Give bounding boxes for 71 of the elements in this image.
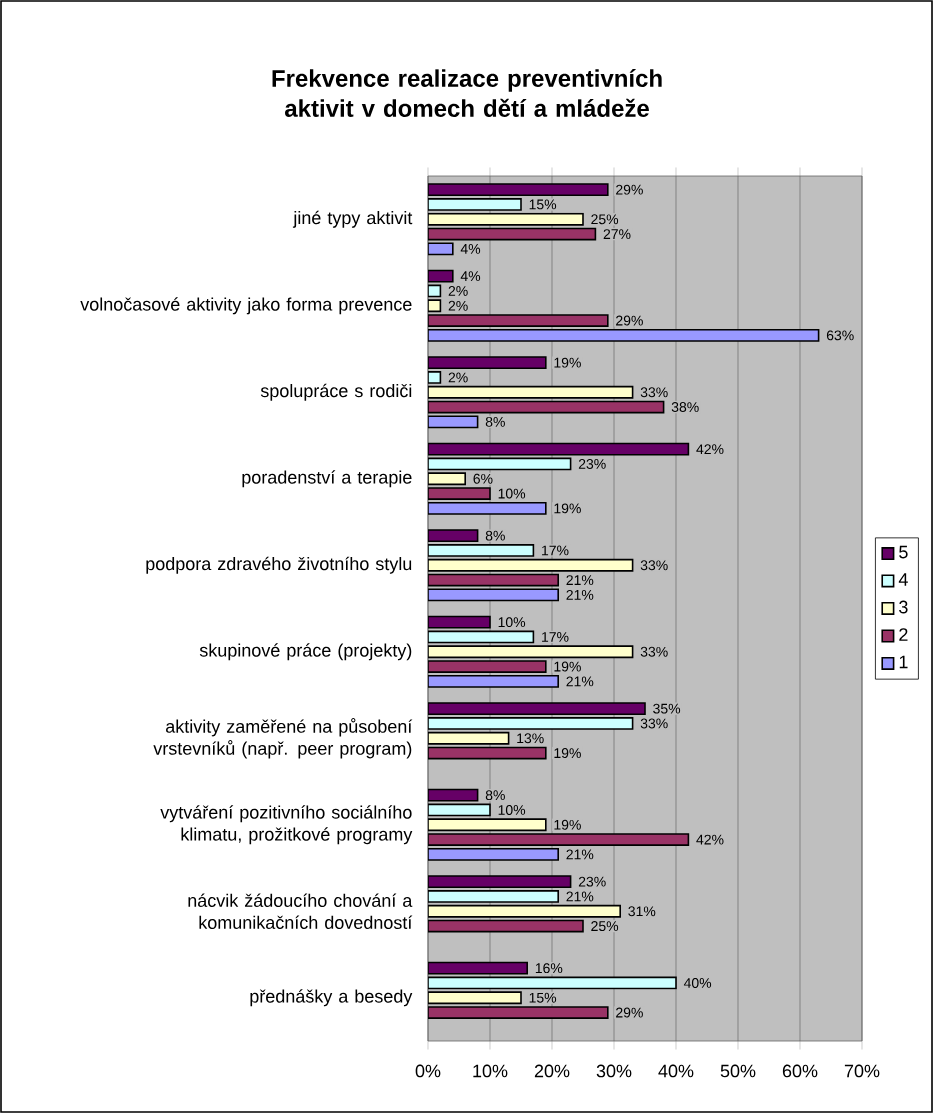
x-tick-label: 0% <box>415 1064 441 1078</box>
data-label: 21% <box>566 676 594 687</box>
legend-label: 3 <box>899 600 908 614</box>
data-label: 38% <box>671 402 699 412</box>
data-label: 4% <box>460 243 481 254</box>
data-label: 19% <box>554 661 581 672</box>
data-label: 17% <box>542 632 569 642</box>
x-tick-label: 10% <box>473 1064 508 1078</box>
data-label: 35% <box>653 703 681 714</box>
data-label: 33% <box>640 560 668 571</box>
data-label: 29% <box>616 1007 643 1018</box>
x-tick-label: 40% <box>658 1064 694 1078</box>
data-label: 21% <box>566 575 594 585</box>
data-label: 19% <box>554 503 581 514</box>
data-label: 21% <box>566 891 594 902</box>
data-label: 10% <box>498 488 526 499</box>
y-tick-label: nácvik žádoucího chování a komunikačních dovedností <box>188 893 413 929</box>
x-tick-label: 70% <box>844 1064 880 1078</box>
data-label: 23% <box>578 876 606 887</box>
x-tick-label: 20% <box>534 1064 570 1078</box>
data-label: 10% <box>498 617 526 628</box>
legend-label: 5 <box>899 545 908 559</box>
data-label: 33% <box>640 646 668 657</box>
data-label: 2% <box>448 372 468 383</box>
legend-label: 1 <box>899 655 908 669</box>
data-label: 25% <box>591 214 619 225</box>
data-label: 42% <box>696 444 724 455</box>
data-label: 16% <box>535 963 563 974</box>
x-tick-label: 60% <box>782 1064 818 1078</box>
y-tick-label: spolupráce s rodiči <box>260 383 412 401</box>
data-label: 27% <box>603 229 631 239</box>
y-tick-label: volnočasové aktivity jako forma prevence <box>80 297 412 315</box>
data-label: 2% <box>448 286 468 296</box>
data-label: 8% <box>485 416 505 427</box>
y-tick-label: přednášky a besedy <box>250 989 413 1007</box>
data-label: 6% <box>473 473 493 484</box>
legend-label: 4 <box>898 573 908 586</box>
data-label: 19% <box>554 748 581 758</box>
data-label: 31% <box>628 906 656 917</box>
data-label: 40% <box>683 978 712 988</box>
data-label: 23% <box>578 459 606 469</box>
y-tick-label: jiné typy aktivit <box>292 210 413 228</box>
data-label: 21% <box>566 589 594 600</box>
data-label: 4% <box>460 271 481 282</box>
y-tick-label: aktivity zaměřené na působení vrstevníků (např. peer program) <box>153 718 413 759</box>
chart-title: Frekvence realizace preventivních aktivit v domech dětí a mládeže <box>272 69 662 117</box>
data-label: 42% <box>696 834 724 845</box>
y-tick-label: podpora zdravého životního stylu <box>146 556 412 574</box>
data-label: 15% <box>529 199 557 210</box>
x-tick-label: 30% <box>596 1064 632 1078</box>
y-tick-label: poradenství a terapie <box>242 470 412 488</box>
data-label: 21% <box>566 849 594 860</box>
data-label: 15% <box>529 992 557 1003</box>
data-label: 2% <box>448 300 468 311</box>
data-label: 33% <box>640 387 668 398</box>
data-label: 63% <box>826 330 854 341</box>
data-label: 8% <box>485 530 505 541</box>
y-tick-label: vytváření pozitivního sociálního klimatu, prožitkové programy <box>160 805 413 845</box>
data-label: 19% <box>554 819 581 830</box>
data-label: 13% <box>517 733 544 744</box>
data-label: 8% <box>485 790 505 801</box>
data-label: 17% <box>542 545 569 556</box>
data-label: 25% <box>591 921 619 931</box>
legend-label: 2 <box>899 628 908 641</box>
x-tick-label: 50% <box>720 1064 756 1078</box>
data-label: 29% <box>616 315 643 326</box>
data-label: 19% <box>554 357 581 368</box>
data-label: 10% <box>498 805 526 815</box>
data-label: 33% <box>640 718 668 729</box>
data-label: 29% <box>616 184 643 195</box>
y-tick-label: skupinové práce (projekty) <box>199 643 412 661</box>
